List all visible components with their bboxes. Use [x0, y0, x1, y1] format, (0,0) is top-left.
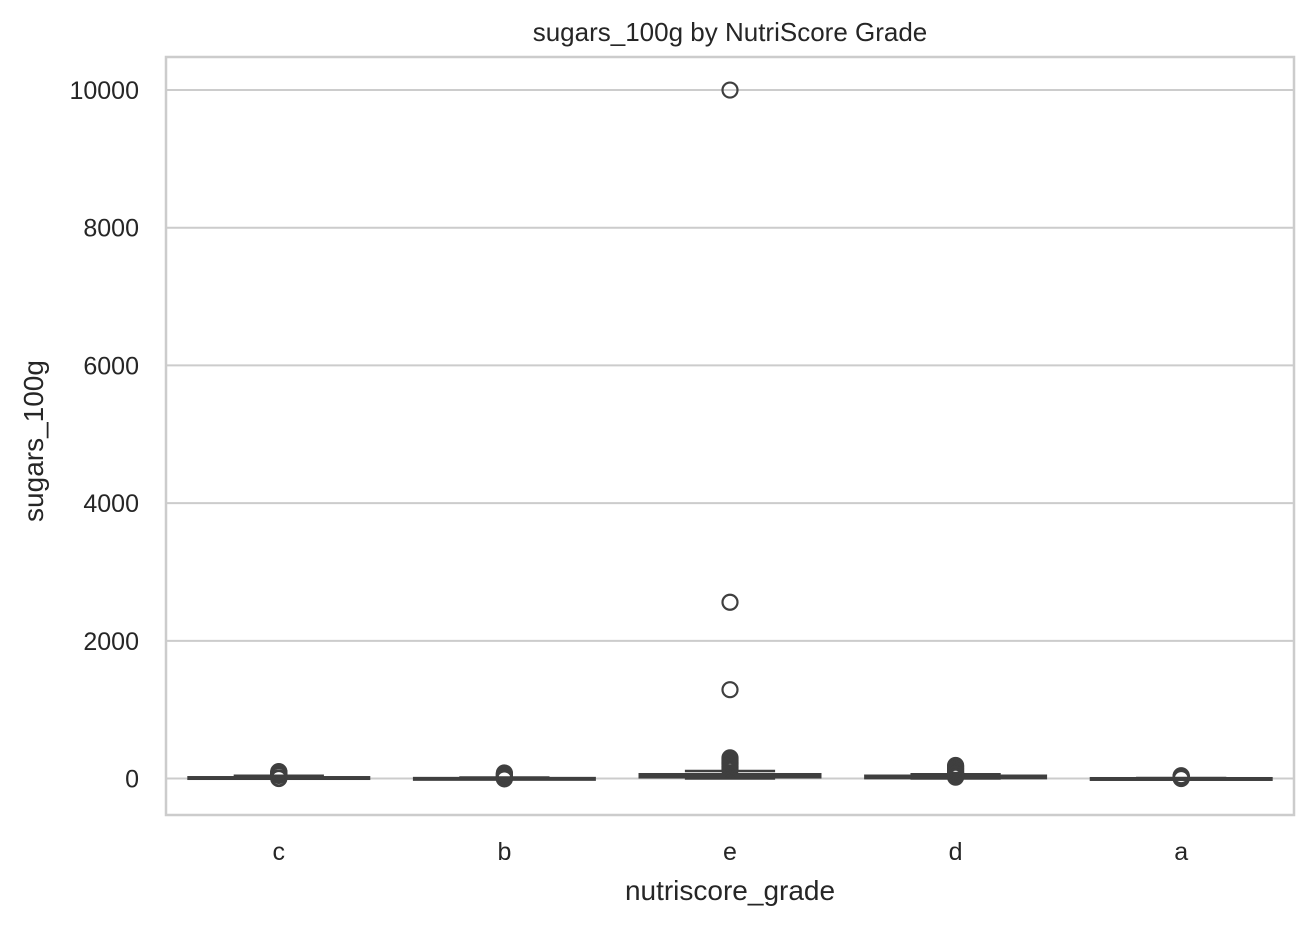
box-c — [187, 763, 371, 788]
box-d — [864, 756, 1048, 786]
outlier-point — [495, 769, 513, 787]
y-tick-label: 4000 — [83, 490, 139, 518]
outlier-point — [721, 81, 739, 99]
outlier-point — [721, 749, 739, 767]
tick-labels: 0 2000 4000 6000 8000 10000 c b e d a — [69, 77, 1188, 866]
y-axis-label: sugars_100g — [18, 360, 49, 522]
outlier-point — [721, 593, 739, 611]
box-e — [638, 81, 822, 780]
y-tick-label: 8000 — [83, 215, 139, 243]
axes-frame — [164, 55, 1296, 817]
chart-title: sugars_100g by NutriScore Grade — [533, 17, 928, 47]
x-axis-label: nutriscore_grade — [625, 875, 835, 906]
outlier-point — [1172, 769, 1190, 787]
boxes-layer — [187, 81, 1273, 788]
box-b — [412, 764, 596, 788]
y-tick-label: 10000 — [69, 77, 139, 105]
outlier-point — [946, 756, 965, 775]
box-a — [1089, 767, 1273, 788]
y-tick-label: 0 — [125, 766, 139, 794]
y-tick-label: 6000 — [83, 352, 139, 380]
outlier-point — [946, 765, 965, 783]
grid-layer — [166, 89, 1294, 780]
y-tick-label: 2000 — [83, 628, 139, 656]
plot-frame — [164, 55, 1296, 817]
x-tick-label: a — [1174, 838, 1188, 866]
x-tick-label: d — [949, 838, 963, 866]
outlier-point — [270, 763, 288, 781]
x-tick-label: c — [273, 838, 286, 866]
outlier-point — [495, 764, 513, 782]
x-tick-label: b — [497, 838, 511, 866]
outlier-point — [270, 769, 288, 787]
outlier-point — [721, 681, 739, 699]
x-tick-label: e — [723, 838, 737, 866]
